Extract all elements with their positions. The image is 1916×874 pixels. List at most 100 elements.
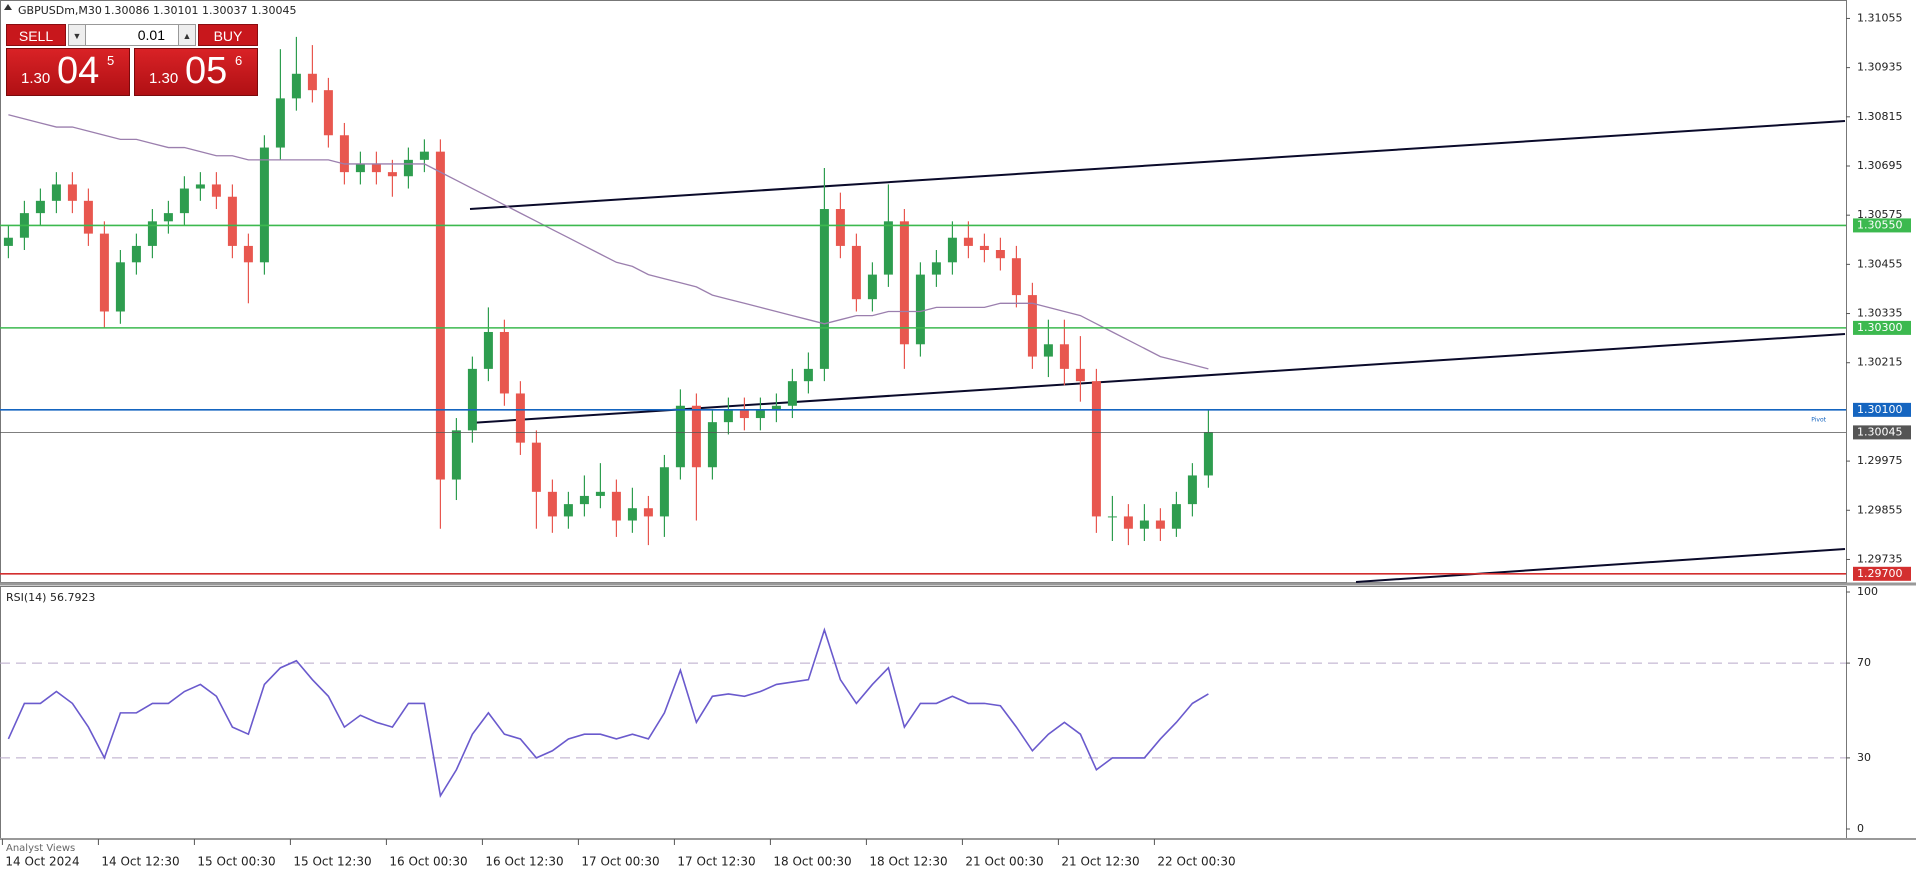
- lot-down[interactable]: ▼: [68, 24, 86, 46]
- candle-body: [691, 405, 701, 468]
- candle-body: [355, 163, 365, 173]
- candle-body: [739, 409, 749, 419]
- candle-body: [1203, 432, 1213, 476]
- candle-body: [979, 245, 989, 251]
- candle-body: [675, 405, 685, 468]
- candle-body: [915, 274, 925, 345]
- candle-body: [787, 381, 797, 406]
- symbol: GBPUSDm,M30: [18, 4, 102, 17]
- candle-body: [1187, 475, 1197, 505]
- x-tick-label: 17 Oct 12:30: [677, 855, 755, 869]
- candle-body: [403, 159, 413, 177]
- ask-prefix: 1.30: [149, 70, 179, 87]
- candle-body: [579, 495, 589, 505]
- candle-body: [323, 90, 333, 136]
- level-label-bg: [1853, 218, 1911, 233]
- candle-body: [611, 491, 621, 521]
- y-tick-label: 1.30335: [1857, 307, 1903, 320]
- candle-body: [1091, 381, 1101, 517]
- x-tick-label: 15 Oct 12:30: [293, 855, 371, 869]
- ohlc: 1.30086 1.30101 1.30037 1.30045: [104, 4, 296, 17]
- candle-body: [371, 163, 381, 173]
- candle-body: [259, 147, 269, 263]
- candle-body: [243, 245, 253, 263]
- candle-body: [179, 188, 189, 214]
- level-label-bg: [1853, 402, 1911, 417]
- candle-body: [195, 184, 205, 189]
- candle-body: [115, 262, 125, 312]
- lot-input[interactable]: 0.01: [68, 24, 196, 46]
- candle-body: [515, 393, 525, 443]
- y-tick-label: 0: [1857, 822, 1864, 835]
- y-tick-label: 1.29975: [1857, 454, 1903, 467]
- candle-body: [131, 245, 141, 263]
- y-tick-label: 1.30695: [1857, 159, 1903, 172]
- candle-body: [531, 442, 541, 492]
- candle-body: [643, 508, 653, 517]
- ask-sup: 6: [235, 53, 243, 68]
- candle-body: [147, 221, 157, 246]
- x-tick-label: 21 Oct 00:30: [965, 855, 1043, 869]
- candle-body: [451, 430, 461, 480]
- ask-price[interactable]: 1.30 05 6: [134, 48, 258, 96]
- candle-body: [1139, 520, 1149, 529]
- candle-body: [67, 184, 77, 201]
- y-tick-label: 100: [1857, 585, 1878, 598]
- candle-body: [851, 245, 861, 300]
- candle-body: [1075, 368, 1085, 382]
- bid-price[interactable]: 1.30 04 5: [6, 48, 130, 96]
- x-tick-label: 21 Oct 12:30: [1061, 855, 1139, 869]
- candle-body: [211, 184, 221, 197]
- x-tick-label: 18 Oct 00:30: [773, 855, 851, 869]
- candle-body: [931, 262, 941, 275]
- rsi-title: RSI(14) 56.7923: [6, 591, 95, 604]
- candle-body: [163, 213, 173, 222]
- sell-button[interactable]: SELL: [6, 24, 66, 46]
- candle-body: [467, 368, 477, 431]
- candle-body: [1107, 516, 1117, 518]
- lot-up[interactable]: ▲: [178, 24, 196, 46]
- trade-panel: SELL 0.01 ▼ ▲ BUY 1.30 04 5 1.30 05 6: [6, 24, 258, 96]
- level-label-bg: [1853, 320, 1911, 335]
- candle-body: [819, 209, 829, 369]
- y-tick-label: 1.29855: [1857, 503, 1903, 516]
- trend-line: [1355, 548, 1846, 583]
- candle-body: [1123, 516, 1133, 529]
- candle-body: [419, 151, 429, 160]
- x-tick-label: 16 Oct 00:30: [389, 855, 467, 869]
- y-tick-label: 1.30815: [1857, 110, 1903, 123]
- y-tick-label: 1.31055: [1857, 11, 1903, 24]
- collapse-icon[interactable]: [4, 4, 12, 10]
- candle-body: [563, 504, 573, 517]
- candle-body: [707, 422, 717, 468]
- x-tick-label: 15 Oct 00:30: [197, 855, 275, 869]
- y-tick-label: 1.30935: [1857, 61, 1903, 74]
- candle-body: [1171, 504, 1181, 529]
- x-tick-label: 22 Oct 00:30: [1157, 855, 1235, 869]
- candle-body: [995, 250, 1005, 259]
- candle-body: [627, 508, 637, 521]
- candle-body: [867, 274, 877, 300]
- level-label-bg: [1853, 425, 1911, 440]
- candle-body: [595, 491, 605, 496]
- rsi-pane: [0, 586, 1847, 839]
- trend-line: [469, 120, 1846, 210]
- y-tick-label: 1.30215: [1857, 356, 1903, 369]
- candle-body: [899, 221, 909, 345]
- moving-average: [8, 114, 1209, 370]
- candle-body: [1027, 295, 1037, 357]
- ask-main: 05: [185, 50, 228, 92]
- y-tick-label: 1.29735: [1857, 552, 1903, 565]
- bid-prefix: 1.30: [21, 70, 51, 87]
- candle-body: [835, 209, 845, 246]
- level-note: Pivot: [1811, 416, 1826, 423]
- candle-body: [723, 409, 733, 423]
- rsi-line: [7, 627, 1209, 799]
- candle-body: [963, 237, 973, 246]
- footer-tab[interactable]: Analyst Views: [6, 843, 75, 854]
- level-label: 1.29700: [1857, 567, 1903, 580]
- candle-body: [771, 405, 781, 410]
- buy-button[interactable]: BUY: [198, 24, 258, 46]
- candle-body: [1059, 344, 1069, 369]
